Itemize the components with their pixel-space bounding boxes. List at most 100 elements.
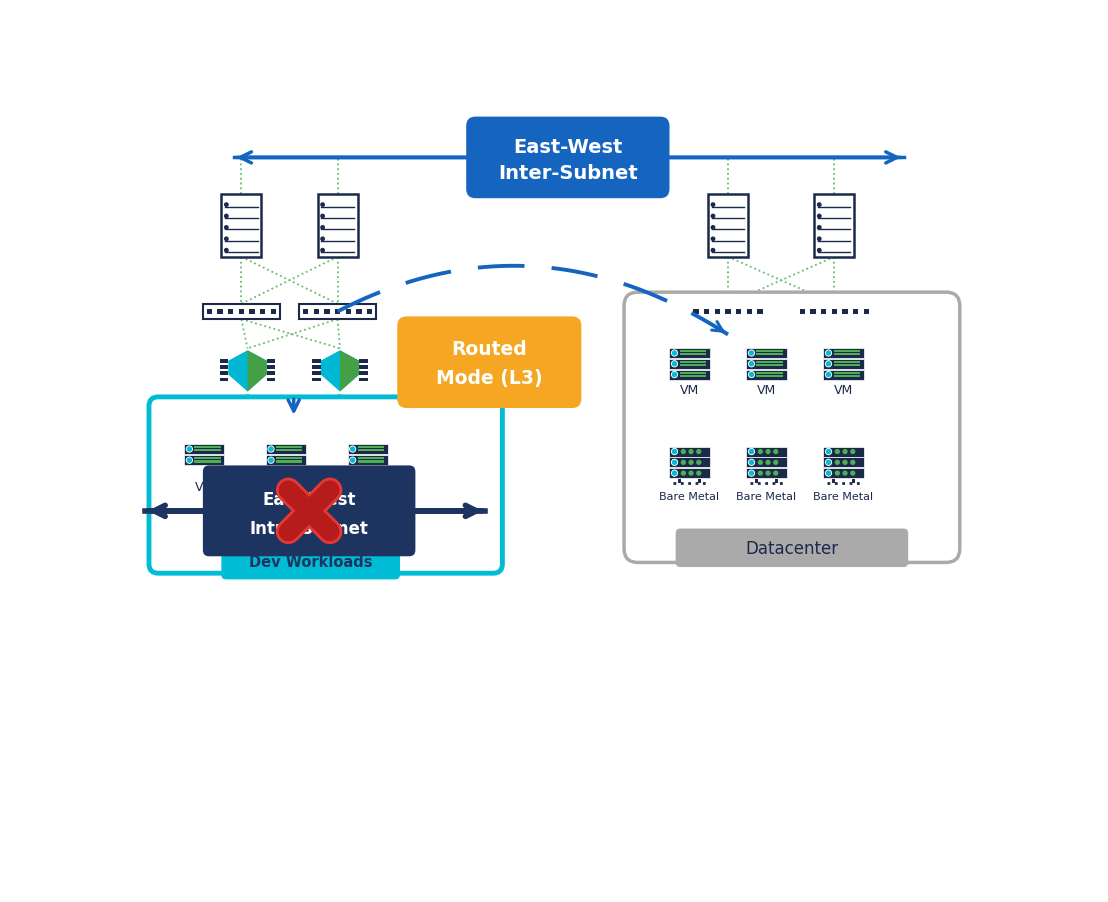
FancyBboxPatch shape	[689, 304, 767, 319]
Bar	[270, 309, 276, 315]
FancyBboxPatch shape	[398, 318, 582, 409]
Bar	[359, 372, 368, 376]
Circle shape	[225, 215, 228, 218]
Circle shape	[818, 215, 821, 218]
Circle shape	[268, 446, 274, 453]
Bar	[314, 309, 319, 315]
Bar	[669, 370, 709, 380]
Circle shape	[225, 226, 228, 230]
Bar	[736, 309, 741, 315]
FancyBboxPatch shape	[222, 544, 400, 580]
Bar	[194, 458, 220, 460]
Circle shape	[269, 447, 273, 452]
Bar	[833, 362, 860, 364]
Circle shape	[843, 472, 847, 475]
Bar	[704, 309, 709, 315]
Bar	[325, 309, 330, 315]
FancyBboxPatch shape	[708, 195, 748, 257]
Bar	[821, 309, 827, 315]
Bar	[260, 309, 266, 315]
Bar	[747, 359, 787, 369]
Bar	[823, 447, 863, 457]
Circle shape	[689, 472, 692, 475]
Circle shape	[825, 373, 831, 378]
Bar	[715, 309, 720, 315]
Text: East-West: East-West	[263, 491, 356, 509]
Bar	[312, 378, 320, 382]
Bar	[276, 450, 302, 452]
Circle shape	[773, 450, 778, 454]
Bar	[184, 456, 225, 466]
Circle shape	[827, 450, 831, 454]
Bar	[757, 362, 782, 364]
Circle shape	[225, 204, 228, 207]
Circle shape	[681, 450, 685, 454]
Circle shape	[268, 458, 274, 464]
Bar	[757, 375, 782, 377]
Bar	[358, 446, 383, 449]
Bar	[312, 372, 320, 376]
Bar	[832, 479, 835, 483]
Bar	[757, 373, 782, 374]
Circle shape	[773, 461, 778, 465]
Circle shape	[321, 215, 325, 218]
Circle shape	[758, 450, 762, 454]
Bar	[302, 309, 308, 315]
Bar	[833, 351, 860, 353]
Bar	[823, 468, 863, 479]
Text: VM: VM	[680, 384, 699, 397]
Text: VM: VM	[834, 384, 853, 397]
Bar	[747, 458, 787, 468]
Bar	[266, 456, 306, 466]
Circle shape	[827, 472, 831, 475]
Circle shape	[827, 373, 831, 377]
FancyBboxPatch shape	[796, 304, 873, 319]
Bar	[358, 461, 383, 463]
Bar	[832, 309, 837, 315]
Circle shape	[225, 249, 228, 253]
Circle shape	[321, 204, 325, 207]
Bar	[810, 309, 815, 315]
Bar	[833, 364, 860, 367]
Circle shape	[689, 461, 692, 465]
Circle shape	[186, 446, 193, 453]
Bar	[757, 354, 782, 356]
Circle shape	[851, 450, 854, 454]
Bar	[833, 373, 860, 374]
Bar	[276, 458, 302, 460]
Circle shape	[673, 450, 677, 454]
Bar	[219, 372, 228, 376]
Circle shape	[186, 458, 193, 464]
Bar	[267, 360, 275, 364]
Bar	[833, 375, 860, 377]
Bar	[358, 450, 383, 452]
Circle shape	[843, 450, 847, 454]
Circle shape	[851, 472, 854, 475]
Circle shape	[825, 351, 831, 356]
Circle shape	[818, 249, 821, 253]
Bar	[367, 309, 372, 315]
Bar	[219, 366, 228, 370]
Circle shape	[671, 449, 677, 455]
Circle shape	[749, 373, 755, 378]
Bar	[276, 446, 302, 449]
Bar	[726, 309, 730, 315]
Circle shape	[673, 352, 677, 355]
Circle shape	[689, 450, 692, 454]
Bar	[346, 309, 351, 315]
Circle shape	[827, 352, 831, 355]
Circle shape	[697, 461, 700, 465]
Bar	[669, 458, 709, 468]
Circle shape	[321, 238, 325, 241]
Bar	[359, 360, 368, 364]
Circle shape	[711, 204, 715, 207]
Circle shape	[758, 461, 762, 465]
Text: Bare Metal: Bare Metal	[737, 492, 797, 502]
FancyBboxPatch shape	[814, 195, 854, 257]
Circle shape	[187, 447, 192, 452]
Circle shape	[818, 204, 821, 207]
Circle shape	[766, 461, 770, 465]
Bar	[249, 309, 255, 315]
Bar	[217, 309, 223, 315]
Text: VM: VM	[757, 384, 776, 397]
